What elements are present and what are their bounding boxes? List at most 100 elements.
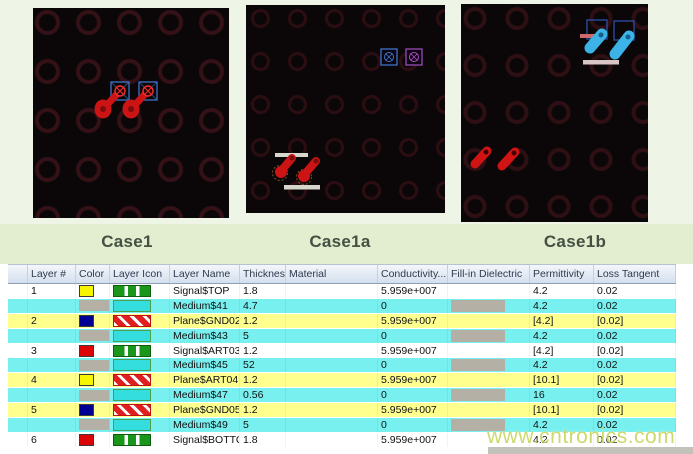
layer-row[interactable]: 4 Plane$ART04 1.2 5.959e+007 [10.1] [0.02] — [8, 373, 676, 389]
layer-number-cell[interactable]: 2 — [28, 313, 76, 328]
layer-color-cell[interactable] — [76, 358, 110, 373]
plane-layer-icon[interactable] — [113, 404, 151, 417]
layer-icon-cell[interactable] — [110, 358, 170, 373]
layer-number-cell[interactable]: 3 — [28, 343, 76, 358]
loss-tangent-cell[interactable]: 0.02 — [594, 418, 676, 432]
plane-layer-icon[interactable] — [113, 374, 151, 387]
conductivity-cell[interactable]: 5.959e+007 — [378, 284, 448, 298]
medium-layer-icon[interactable] — [113, 329, 151, 342]
loss-tangent-cell[interactable]: [0.02] — [594, 313, 676, 328]
fill-in-dielectric-cell[interactable] — [448, 403, 530, 418]
gray-color-swatch[interactable] — [79, 389, 109, 401]
permittivity-cell[interactable]: 4.2 — [530, 328, 594, 343]
layer-number-cell[interactable] — [28, 298, 76, 313]
material-cell[interactable] — [286, 343, 378, 358]
layer-name-cell[interactable]: Medium$47 — [170, 388, 240, 403]
thickness-cell[interactable]: 52 — [240, 358, 286, 373]
layer-number-cell[interactable] — [28, 328, 76, 343]
layer-name-cell[interactable]: Signal$BOTTOM — [170, 432, 240, 447]
permittivity-cell[interactable]: 4.2 — [530, 358, 594, 373]
permittivity-cell[interactable]: 4.2 — [530, 298, 594, 313]
layer-name-cell[interactable]: Medium$43 — [170, 328, 240, 343]
material-cell[interactable] — [286, 328, 378, 343]
permittivity-cell[interactable]: [4.2] — [530, 313, 594, 328]
layer-row[interactable]: 5 Plane$GND05 1.2 5.959e+007 [10.1] [0.02] — [8, 403, 676, 419]
layer-color-cell[interactable] — [76, 373, 110, 388]
loss-tangent-cell[interactable]: 0.02 — [594, 328, 676, 343]
conductivity-cell[interactable]: 0 — [378, 358, 448, 373]
layer-name-cell[interactable]: Signal$ART03 — [170, 343, 240, 358]
gray-color-swatch[interactable] — [79, 330, 109, 342]
thickness-cell[interactable]: 0.56 — [240, 388, 286, 403]
fill-in-dielectric-cell[interactable] — [448, 284, 530, 298]
layer-name-cell[interactable]: Plane$ART04 — [170, 373, 240, 388]
layer-name-cell[interactable]: Medium$41 — [170, 298, 240, 313]
layer-icon-cell[interactable] — [110, 298, 170, 313]
permittivity-cell[interactable]: [10.1] — [530, 373, 594, 388]
blue-color-swatch[interactable] — [79, 404, 94, 417]
conductivity-cell[interactable]: 5.959e+007 — [378, 313, 448, 328]
conductivity-cell[interactable]: 0 — [378, 388, 448, 403]
layer-icon-cell[interactable] — [110, 284, 170, 298]
conductivity-cell[interactable]: 0 — [378, 328, 448, 343]
case1-layout-canvas[interactable] — [33, 8, 229, 218]
layer-row[interactable]: 1 Signal$TOP 1.8 5.959e+007 4.2 0.02 — [8, 284, 676, 299]
layer-color-cell[interactable] — [76, 313, 110, 328]
gray-color-swatch[interactable] — [79, 359, 109, 371]
red-color-swatch[interactable] — [79, 344, 94, 357]
layer-name-cell[interactable]: Medium$45 — [170, 358, 240, 373]
layer-icon-cell[interactable] — [110, 328, 170, 343]
loss-tangent-cell[interactable]: [0.02] — [594, 373, 676, 388]
layer-name-cell[interactable]: Plane$GND05 — [170, 403, 240, 418]
fill-dielectric-swatch[interactable] — [451, 389, 505, 402]
layer-row[interactable]: 3 Signal$ART03 1.2 5.959e+007 [4.2] [0.02] — [8, 343, 676, 359]
layer-name-cell[interactable]: Signal$TOP — [170, 284, 240, 298]
layer-row[interactable]: Medium$47 0.56 0 16 0.02 — [8, 388, 676, 404]
loss-tangent-cell[interactable]: 0.02 — [594, 388, 676, 403]
material-cell[interactable] — [286, 298, 378, 313]
layer-color-cell[interactable] — [76, 298, 110, 313]
layer-color-cell[interactable] — [76, 418, 110, 432]
material-cell[interactable] — [286, 358, 378, 373]
case1a-layout-canvas[interactable] — [246, 5, 445, 213]
conductivity-cell[interactable]: 5.959e+007 — [378, 432, 448, 447]
medium-layer-icon[interactable] — [113, 359, 151, 372]
layer-row[interactable]: Medium$49 5 0 4.2 0.02 — [8, 418, 676, 433]
fill-in-dielectric-cell[interactable] — [448, 358, 530, 373]
layer-icon-cell[interactable] — [110, 373, 170, 388]
fill-dielectric-swatch[interactable] — [451, 299, 505, 312]
permittivity-cell[interactable]: 4.2 — [530, 418, 594, 432]
fill-in-dielectric-cell[interactable] — [448, 432, 530, 447]
conductivity-cell[interactable]: 5.959e+007 — [378, 343, 448, 358]
layer-number-cell[interactable] — [28, 388, 76, 403]
loss-tangent-cell[interactable]: 0.02 — [594, 298, 676, 313]
thickness-cell[interactable]: 1.8 — [240, 432, 286, 447]
fill-in-dielectric-cell[interactable] — [448, 388, 530, 403]
layer-row[interactable]: Medium$41 4.7 0 4.2 0.02 — [8, 298, 676, 314]
material-cell[interactable] — [286, 313, 378, 328]
signal-layer-icon[interactable] — [113, 284, 151, 297]
layer-color-cell[interactable] — [76, 403, 110, 418]
conductivity-cell[interactable]: 0 — [378, 298, 448, 313]
fill-in-dielectric-cell[interactable] — [448, 418, 530, 432]
thickness-cell[interactable]: 1.2 — [240, 403, 286, 418]
layer-row[interactable]: Medium$43 5 0 4.2 0.02 — [8, 328, 676, 344]
fill-in-dielectric-cell[interactable] — [448, 313, 530, 328]
layer-row[interactable]: 2 Plane$GND02 1.2 5.959e+007 [4.2] [0.02] — [8, 313, 676, 329]
medium-layer-icon[interactable] — [113, 389, 151, 402]
thickness-cell[interactable]: 1.2 — [240, 343, 286, 358]
layer-icon-cell[interactable] — [110, 388, 170, 403]
layer-row[interactable]: 6 Signal$BOTTOM1.8 5.959e+007 4.20.02 — [8, 432, 676, 448]
thickness-cell[interactable]: 1.8 — [240, 284, 286, 298]
permittivity-cell[interactable]: 4.2 — [530, 284, 594, 298]
layer-icon-cell[interactable] — [110, 432, 170, 447]
layer-color-cell[interactable] — [76, 388, 110, 403]
material-cell[interactable] — [286, 388, 378, 403]
layer-name-cell[interactable]: Plane$GND02 — [170, 313, 240, 328]
loss-tangent-cell[interactable]: 0.02 — [594, 432, 676, 447]
fill-dielectric-swatch[interactable] — [451, 418, 505, 431]
loss-tangent-cell[interactable]: 0.02 — [594, 358, 676, 373]
medium-layer-icon[interactable] — [113, 418, 151, 431]
layer-number-cell[interactable]: 4 — [28, 373, 76, 388]
material-cell[interactable] — [286, 373, 378, 388]
